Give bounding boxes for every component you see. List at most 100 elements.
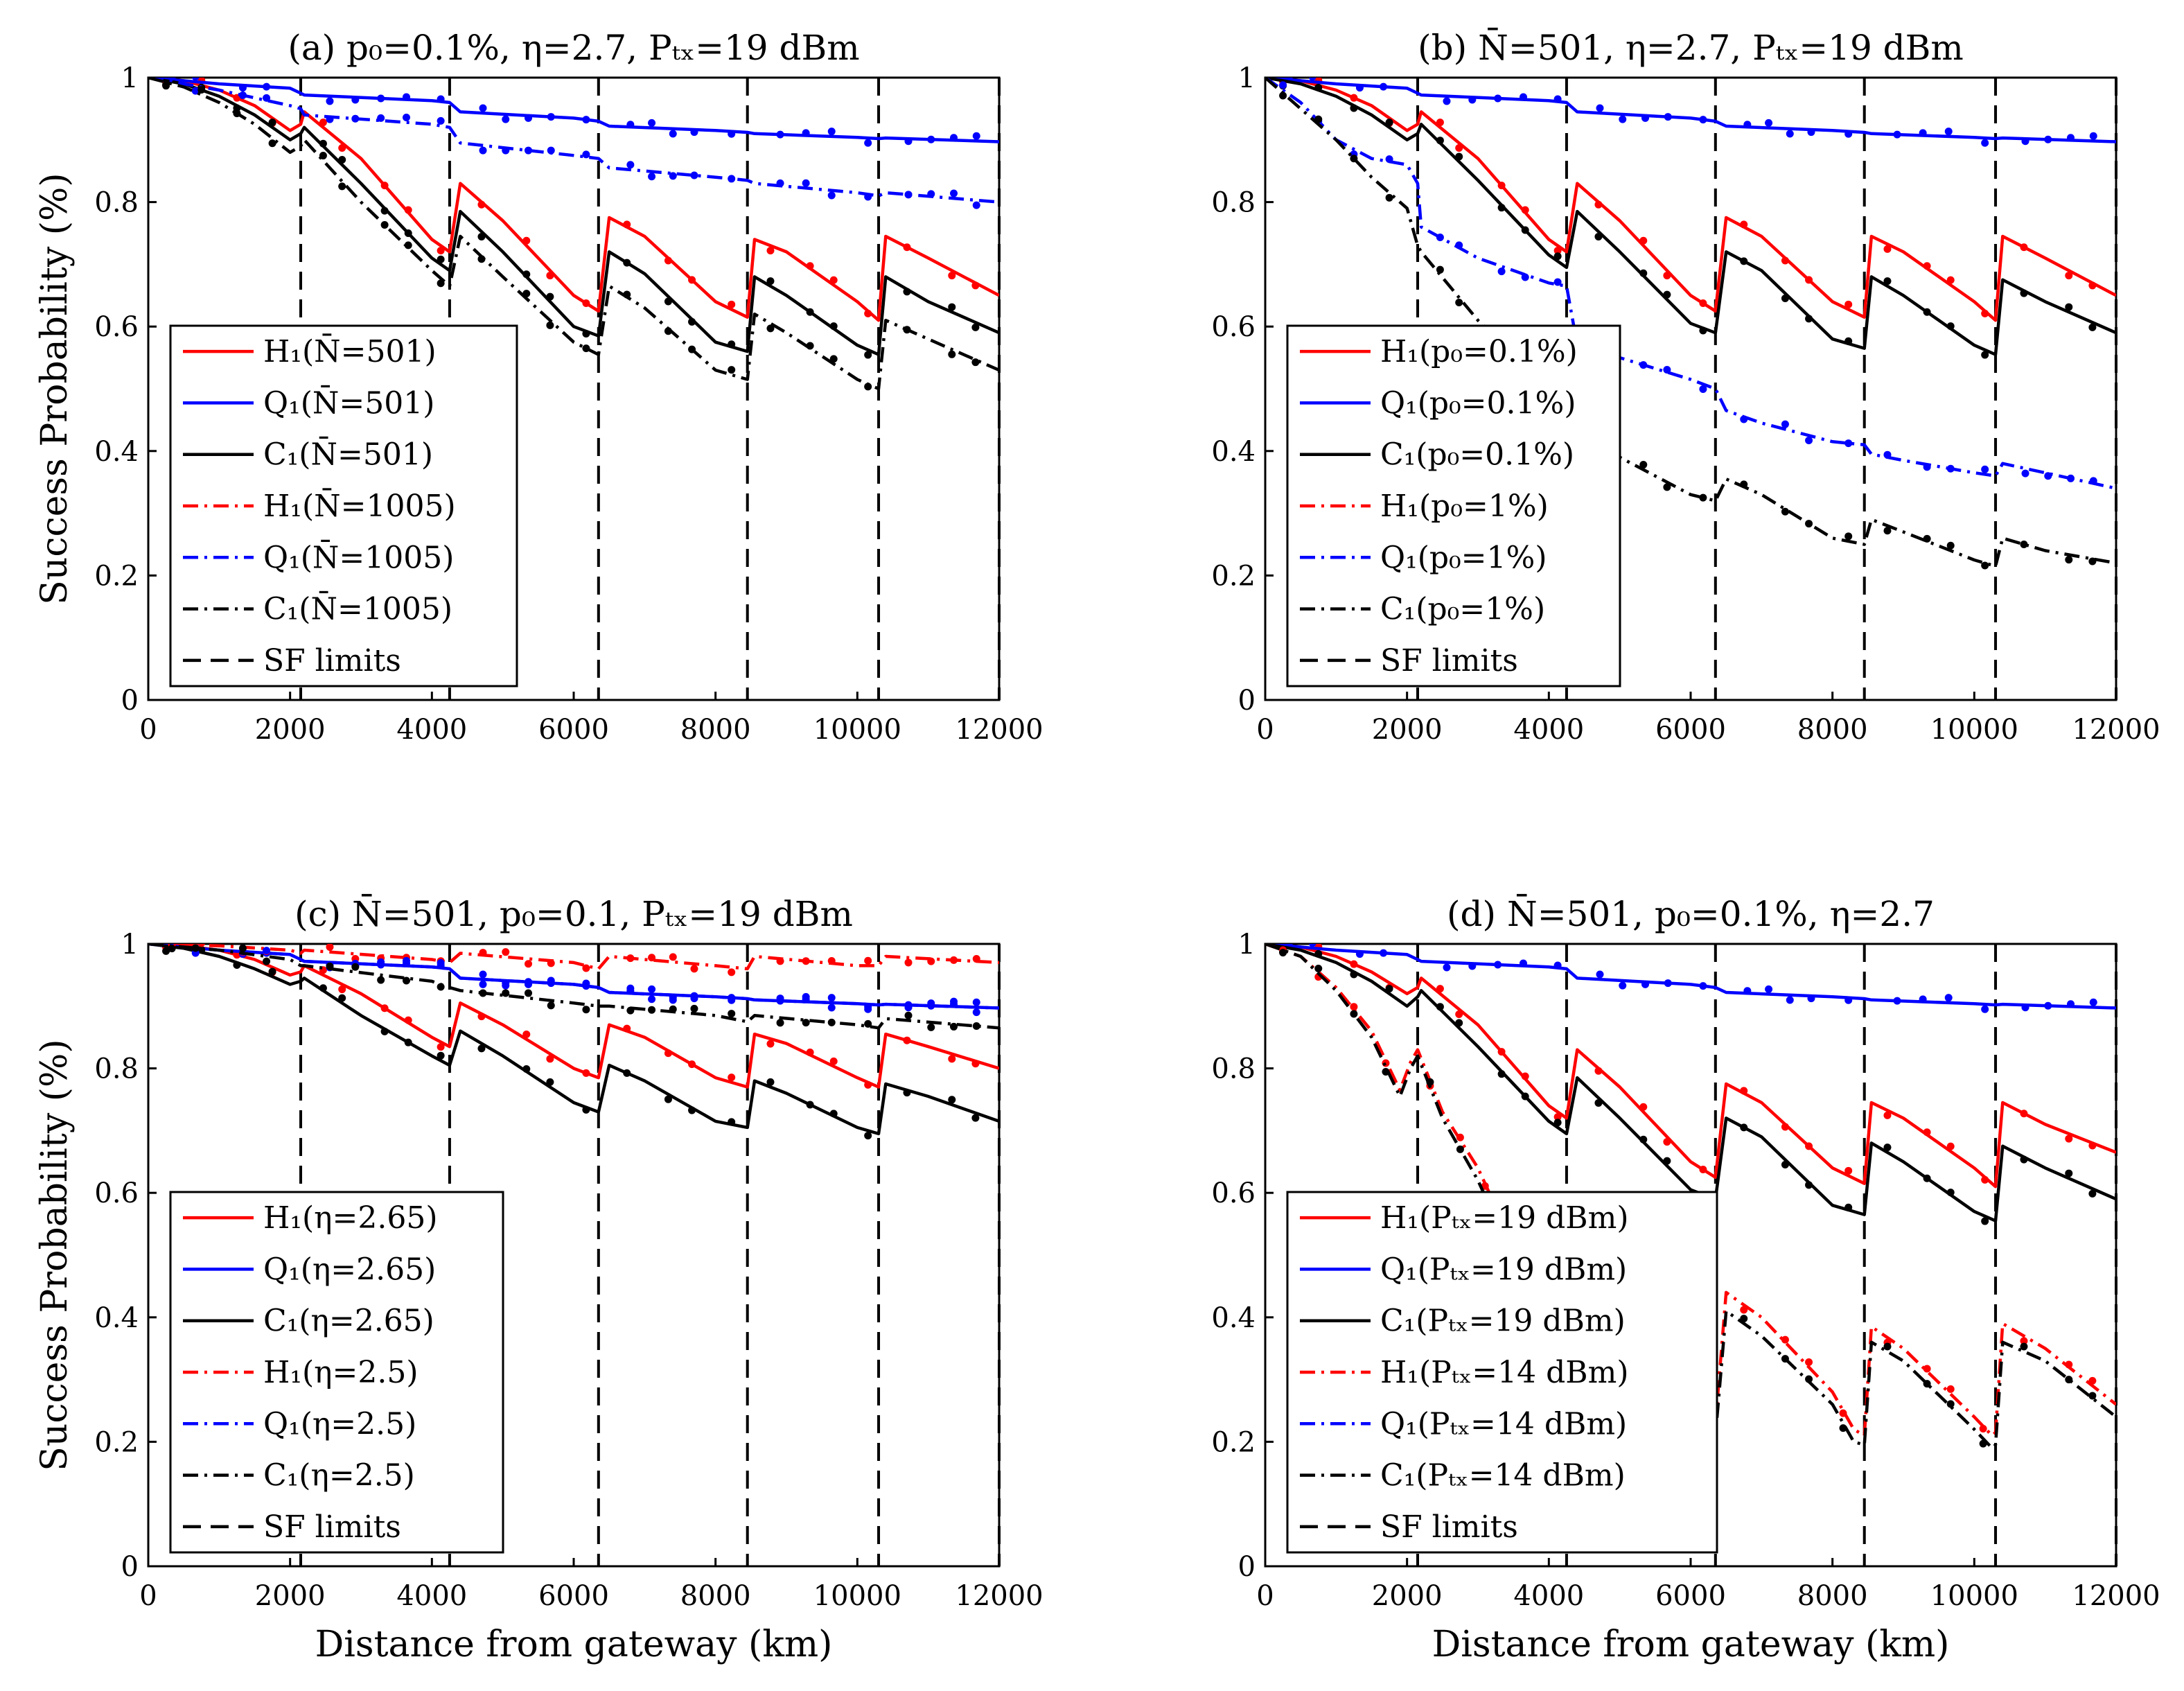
simulation-point xyxy=(1740,1306,1748,1314)
y-tick-label: 1 xyxy=(1238,62,1256,94)
simulation-point xyxy=(623,220,631,229)
simulation-point xyxy=(806,1101,814,1109)
y-tick-label: 0.4 xyxy=(94,436,139,468)
simulation-point xyxy=(1781,294,1789,302)
simulation-point xyxy=(338,156,346,164)
simulation-point xyxy=(1805,1375,1813,1383)
y-tick-label: 0.2 xyxy=(1211,560,1256,592)
simulation-point xyxy=(927,135,935,143)
simulation-point xyxy=(948,303,956,311)
simulation-point xyxy=(864,1019,872,1028)
simulation-point xyxy=(864,1003,872,1011)
simulation-point xyxy=(351,963,360,971)
simulation-point xyxy=(728,968,736,976)
legend-label: H₁(p₀=0.1%) xyxy=(1380,334,1578,369)
simulation-point xyxy=(582,964,590,972)
x-tick-label: 12000 xyxy=(2072,714,2160,746)
simulation-point xyxy=(1740,257,1748,265)
simulation-point xyxy=(1781,1355,1789,1363)
x-tick-label: 8000 xyxy=(1797,1580,1868,1612)
y-tick-label: 0.2 xyxy=(1211,1426,1256,1458)
simulation-point xyxy=(1639,236,1648,245)
simulation-point xyxy=(377,114,385,122)
simulation-point xyxy=(1350,104,1358,112)
simulation-point xyxy=(525,114,533,122)
simulation-point xyxy=(1946,276,1955,284)
simulation-point xyxy=(1699,982,1707,990)
simulation-point xyxy=(2089,477,2097,485)
simulation-point xyxy=(402,976,410,985)
simulation-point xyxy=(582,1105,590,1114)
simulation-point xyxy=(1385,155,1393,164)
simulation-point xyxy=(1664,979,1672,988)
simulation-point xyxy=(1781,507,1789,516)
series-line xyxy=(148,78,999,356)
simulation-point xyxy=(623,290,631,299)
simulation-point xyxy=(582,150,590,159)
series-line xyxy=(1265,78,2116,490)
series-line xyxy=(1265,78,2116,143)
simulation-point xyxy=(380,182,389,190)
simulation-point xyxy=(972,132,980,140)
simulation-point xyxy=(1314,964,1323,972)
simulation-point xyxy=(1946,464,1955,473)
simulation-point xyxy=(728,175,736,183)
simulation-point xyxy=(971,1114,980,1122)
simulation-point xyxy=(2088,1189,2097,1198)
simulation-point xyxy=(1456,1145,1464,1153)
simulation-point xyxy=(1807,128,1815,137)
simulation-point xyxy=(802,1019,810,1027)
simulation-point xyxy=(806,308,814,316)
simulation-point xyxy=(776,179,784,187)
simulation-point xyxy=(437,983,445,991)
simulation-point xyxy=(1805,520,1813,528)
simulation-point xyxy=(477,1044,486,1053)
simulation-point xyxy=(1521,1072,1529,1080)
simulation-point xyxy=(1385,193,1393,202)
series-line xyxy=(1265,78,2116,568)
legend-label: H₁(N̄=1005) xyxy=(263,487,456,524)
legend-label: H₁(Pₜₓ=14 dBm) xyxy=(1380,1355,1629,1390)
simulation-point xyxy=(690,128,698,137)
simulation-point xyxy=(903,288,911,296)
simulation-point xyxy=(728,366,736,374)
x-tick-label: 8000 xyxy=(680,714,751,746)
x-tick-label: 6000 xyxy=(1655,1580,1726,1612)
simulation-point xyxy=(1350,1010,1358,1018)
simulation-point xyxy=(1883,450,1892,459)
simulation-point xyxy=(1497,204,1506,212)
simulation-point xyxy=(1497,268,1506,276)
simulation-point xyxy=(864,351,872,359)
simulation-point xyxy=(2021,469,2029,477)
simulation-point xyxy=(904,137,913,146)
simulation-point xyxy=(623,1024,631,1033)
chart-title: (d) N̄=501, p₀=0.1%, η=2.7 xyxy=(1447,893,1935,934)
simulation-point xyxy=(1436,1003,1444,1011)
simulation-point xyxy=(1519,959,1527,967)
simulation-point xyxy=(1350,970,1358,979)
simulation-point xyxy=(1946,1385,1955,1393)
simulation-point xyxy=(1893,997,1901,1005)
simulation-point xyxy=(829,355,838,363)
simulation-point xyxy=(1596,970,1604,979)
simulation-point xyxy=(319,984,327,992)
simulation-point xyxy=(2065,1169,2073,1177)
simulation-point xyxy=(377,958,385,966)
simulation-point xyxy=(263,94,271,102)
simulation-point xyxy=(1805,1142,1813,1150)
simulation-point xyxy=(1805,315,1813,323)
simulation-point xyxy=(2067,1000,2075,1008)
legend-label: C₁(p₀=1%) xyxy=(1380,592,1545,627)
series-line xyxy=(148,78,999,391)
legend-label: Q₁(Pₜₓ=14 dBm) xyxy=(1380,1406,1627,1442)
simulation-point xyxy=(1946,1400,1955,1408)
simulation-point xyxy=(1382,1059,1390,1067)
simulation-point xyxy=(2065,1360,2073,1369)
simulation-point xyxy=(1923,1365,1931,1373)
legend-label: SF limits xyxy=(1380,1509,1518,1545)
simulation-point xyxy=(437,958,445,967)
simulation-point xyxy=(1594,1067,1603,1075)
simulation-point xyxy=(522,1064,531,1073)
simulation-point xyxy=(326,962,334,970)
simulation-point xyxy=(1481,1182,1489,1190)
